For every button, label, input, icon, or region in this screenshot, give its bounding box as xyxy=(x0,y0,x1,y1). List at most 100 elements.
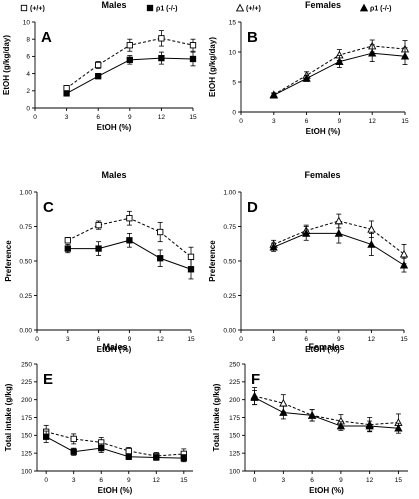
panel-b-x-tick-label: 0 xyxy=(239,118,243,125)
panel-b-y-label: EtOH (g/kg/day) xyxy=(208,37,217,97)
panel-d-wt-point xyxy=(399,249,409,258)
legend-a-ko-label: ρ1 (-/-) xyxy=(156,6,177,13)
panel-e-ko-point xyxy=(180,455,187,462)
panel-a-ko-point xyxy=(95,73,102,80)
panel-f-ko-point xyxy=(279,408,288,416)
panel-b-ko-point xyxy=(269,90,278,99)
panel-b-letter: B xyxy=(247,29,258,46)
panel-c-ko-point xyxy=(64,245,71,252)
legend-b-ko-label: ρ1 (-/-) xyxy=(370,6,391,13)
panel-c-title: Males xyxy=(101,170,126,180)
panel-a-title: Males xyxy=(101,0,126,10)
panel-f-y-tick-label: 250 xyxy=(229,361,240,368)
panel-f-x-tick-label: 6 xyxy=(310,477,314,484)
panel-e-x-tick-label: 12 xyxy=(153,477,161,484)
panel-b-ko-point xyxy=(335,57,344,65)
panel-d-x-tick-label: 9 xyxy=(337,336,341,343)
panel-c-x-label: EtOH (%) xyxy=(97,345,132,354)
panel-b-y-tick-label: 5 xyxy=(232,79,236,86)
panel-f-title: Females xyxy=(308,342,344,352)
panel-b-title: Females xyxy=(305,0,341,10)
panel-e-ko-point xyxy=(70,448,77,455)
panel-d-wt-line xyxy=(273,220,405,255)
panel-c-x-tick-label: 12 xyxy=(157,336,165,343)
panel-d-ko-point xyxy=(367,240,376,248)
panel-e-y-tick-label: 150 xyxy=(21,433,32,440)
panel-f-x-tick-label: 9 xyxy=(339,477,343,484)
panel-c-wt-point xyxy=(95,221,102,229)
panel-a-x-tick-label: 9 xyxy=(128,114,132,121)
panel-d-x-tick-label: 6 xyxy=(304,336,308,343)
panel-c-ko-point xyxy=(95,245,102,252)
panel-c-wt-point xyxy=(126,215,133,222)
panel-a-wt-point xyxy=(126,42,133,49)
panel-e-wt-point xyxy=(70,435,77,443)
panel-f-x-tick-label: 3 xyxy=(282,477,286,484)
panel-a-y-label: EtOH (g/kg/day) xyxy=(2,35,11,95)
panel-f-ko-point xyxy=(394,423,403,432)
panel-f-y-tick-label: 100 xyxy=(229,468,240,475)
panel-f-wt-line xyxy=(254,395,399,426)
panel-a-ko-point xyxy=(189,55,197,63)
panel-c-wt-point xyxy=(64,237,71,244)
panel-a-ko-point xyxy=(126,56,133,63)
panel-e-y-tick-label: 125 xyxy=(21,450,32,457)
panel-d-y-tick-label: 0.00 xyxy=(223,327,236,334)
panel-f-y-tick-label: 200 xyxy=(229,397,240,404)
panel-c-x-tick-label: 3 xyxy=(66,336,70,343)
panel-d-y-label: Preference xyxy=(208,240,217,282)
panel-d-x-tick-label: 0 xyxy=(239,336,243,343)
panel-e-ko-point xyxy=(43,433,50,440)
panel-a-x-tick-label: 6 xyxy=(96,114,100,121)
panel-c-y-tick-label: 0.25 xyxy=(19,293,32,300)
panel-d-ko-point xyxy=(399,260,409,269)
panel-d-y-tick-label: 1.00 xyxy=(223,189,236,196)
panel-d-x-tick-label: 15 xyxy=(400,336,408,343)
panel-d-y-tick-label: 0.50 xyxy=(223,258,236,265)
panel-a-letter: A xyxy=(41,29,52,46)
legend-a-ko-marker xyxy=(146,4,154,12)
panel-b-x-tick-label: 15 xyxy=(401,118,409,125)
panel-b-x-tick-label: 9 xyxy=(338,118,342,125)
panel-e-x-tick-label: 15 xyxy=(180,477,188,484)
panel-d-x-tick-label: 12 xyxy=(368,336,376,343)
panel-a-y-tick-label: 6 xyxy=(26,54,30,61)
panel-f-y-tick-label: 175 xyxy=(229,415,240,422)
panel-e-y-tick-label: 200 xyxy=(21,397,32,404)
panel-a-x-tick-label: 3 xyxy=(65,114,69,121)
panel-c-y-label: Preference xyxy=(4,240,13,282)
panel-f-x-tick-label: 15 xyxy=(395,477,403,484)
panel-c-ko-point xyxy=(126,237,133,244)
panel-c-ko-point xyxy=(187,266,195,273)
panel-b-x-tick-label: 12 xyxy=(369,118,377,125)
panel-a-y-tick-label: 4 xyxy=(26,71,30,78)
panel-c-y-tick-label: 0.00 xyxy=(19,327,32,334)
panel-f-ko-line xyxy=(254,397,399,429)
panel-a-ko-point xyxy=(158,54,165,62)
panel-d-wt-point xyxy=(334,216,343,225)
panel-a-y-tick-label: 0 xyxy=(26,105,30,112)
panel-f-x-label: EtOH (%) xyxy=(309,486,344,495)
panel-c-x-tick-label: 15 xyxy=(187,336,195,343)
panel-b-y-tick-label: 15 xyxy=(229,19,237,26)
panel-f-ko-point xyxy=(365,421,374,430)
panel-d-letter: D xyxy=(247,199,258,216)
panel-e-ko-point xyxy=(98,445,105,452)
panel-e-wt-point xyxy=(125,447,132,455)
panel-e-ko-point xyxy=(153,454,160,461)
panel-a-wt-point xyxy=(95,61,102,69)
panel-c-wt-point xyxy=(187,253,195,261)
panel-f-letter: F xyxy=(251,371,260,388)
panel-e-ko-line xyxy=(45,436,184,459)
panel-a-y-tick-label: 10 xyxy=(23,19,31,26)
panel-e-title: Males xyxy=(102,342,127,352)
panel-b-x-tick-label: 3 xyxy=(272,118,276,125)
panel-f-ko-point xyxy=(250,393,259,401)
panel-a-x-tick-label: 12 xyxy=(158,114,166,121)
panel-c-y-tick-label: 1.00 xyxy=(19,189,32,196)
panel-d-y-tick-label: 0.75 xyxy=(223,224,236,231)
panel-f-y-tick-label: 150 xyxy=(229,433,240,440)
panel-a-wt-point xyxy=(189,42,197,49)
legend-a-wt-marker xyxy=(20,4,28,12)
